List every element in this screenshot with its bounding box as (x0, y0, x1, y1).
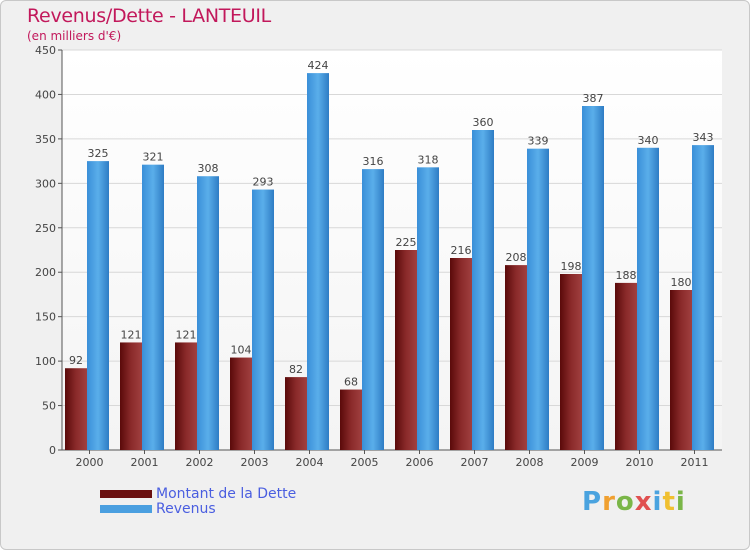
bar-debt (65, 368, 87, 450)
data-label-revenus: 293 (253, 176, 274, 189)
y-tick-label: 450 (35, 44, 56, 57)
data-label-debt: 68 (344, 376, 358, 389)
bars (65, 73, 714, 451)
legend-item-debt: Montant de la Dette (100, 485, 297, 502)
data-label-debt: 225 (396, 236, 417, 249)
bar-revenus (692, 145, 714, 450)
x-tick-label: 2011 (681, 456, 709, 469)
data-label-debt: 188 (616, 269, 637, 282)
data-label-revenus: 340 (638, 134, 659, 147)
y-tick-label: 50 (42, 400, 56, 413)
data-label-revenus: 387 (583, 92, 604, 105)
bar-revenus (637, 147, 659, 450)
bar-revenus (87, 161, 109, 450)
y-tick-label: 300 (35, 177, 56, 190)
y-tick-label: 250 (35, 222, 56, 235)
x-tick-label: 2009 (571, 456, 599, 469)
proxiti-logo[interactable]: Proxiti (582, 487, 686, 517)
x-tick-label: 2000 (76, 456, 104, 469)
bar-revenus (527, 148, 549, 450)
y-tick-label: 150 (35, 311, 56, 324)
legend: Montant de la Dette Revenus (100, 485, 297, 517)
legend-swatch-revenus (100, 504, 152, 513)
bar-debt (560, 274, 582, 450)
bar-revenus (307, 73, 329, 450)
legend-label-revenus: Revenus (156, 500, 216, 517)
data-label-debt: 92 (69, 354, 83, 367)
y-tick-label: 400 (35, 88, 56, 101)
chart-subtitle: (en milliers d'€) (27, 29, 122, 43)
chart-title: Revenus/Dette - LANTEUIL (27, 5, 271, 27)
data-label-debt: 121 (121, 328, 142, 341)
data-label-debt: 216 (451, 244, 472, 257)
x-tick-label: 2001 (131, 456, 159, 469)
bar-debt (395, 250, 417, 450)
data-label-revenus: 318 (418, 153, 439, 166)
data-label-debt: 82 (289, 363, 303, 376)
x-tick-label: 2002 (186, 456, 214, 469)
x-tick-label: 2003 (241, 456, 269, 469)
y-tick-label: 100 (35, 355, 56, 368)
bar-debt (175, 342, 197, 450)
bar-debt (285, 377, 307, 450)
bar-revenus (142, 164, 164, 450)
data-label-debt: 208 (506, 251, 527, 264)
bar-debt (450, 258, 472, 450)
bar-debt (340, 389, 362, 450)
data-label-debt: 180 (671, 276, 692, 289)
data-label-revenus: 360 (473, 116, 494, 129)
bar-revenus (582, 106, 604, 450)
legend-label-debt: Montant de la Dette (156, 485, 297, 502)
bar-revenus (197, 176, 219, 450)
bar-debt (230, 357, 252, 450)
data-label-revenus: 308 (198, 162, 219, 175)
y-tick-label: 350 (35, 133, 56, 146)
y-tick-label: 200 (35, 266, 56, 279)
x-tick-label: 2006 (406, 456, 434, 469)
bar-debt (505, 265, 527, 450)
x-tick-label: 2010 (626, 456, 654, 469)
data-labels: 92 325 121 321 121 308 104 293 82 424 68 316 225 318 2… (69, 59, 714, 388)
axes: 0 50 100 150 200 250 300 350 400 450 2000 2001 2002 2… (35, 44, 722, 469)
x-tick-label: 2007 (461, 456, 489, 469)
legend-item-revenus: Revenus (100, 500, 296, 517)
plot-background (62, 50, 722, 450)
bar-revenus (362, 169, 384, 450)
data-label-debt: 121 (176, 328, 197, 341)
bar-debt (615, 282, 637, 450)
bar-revenus (472, 130, 494, 450)
bar-revenus (417, 167, 439, 451)
data-label-debt: 198 (561, 260, 582, 273)
bar-revenus (252, 189, 274, 451)
data-label-debt: 104 (231, 344, 252, 357)
data-label-revenus: 316 (363, 155, 384, 168)
bar-debt (120, 342, 142, 450)
bar-debt (670, 290, 692, 450)
y-tick-label: 0 (49, 444, 56, 457)
data-label-revenus: 325 (88, 147, 109, 160)
data-label-revenus: 424 (308, 59, 329, 72)
legend-swatch-debt (100, 489, 152, 498)
x-tick-label: 2004 (296, 456, 324, 469)
data-label-revenus: 343 (693, 131, 714, 144)
x-tick-label: 2005 (351, 456, 379, 469)
data-label-revenus: 321 (143, 151, 164, 164)
data-label-revenus: 339 (528, 135, 549, 148)
plot-area (62, 50, 722, 450)
x-tick-label: 2008 (516, 456, 544, 469)
